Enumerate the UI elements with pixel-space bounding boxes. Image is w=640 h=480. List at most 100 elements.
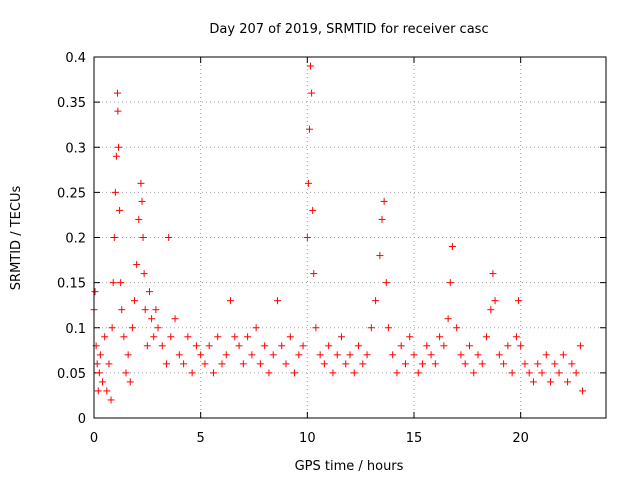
x-tick-label: 10 xyxy=(299,431,316,446)
data-point xyxy=(116,206,124,214)
data-point xyxy=(419,360,427,368)
data-point xyxy=(333,351,341,359)
data-point xyxy=(555,369,563,377)
data-point xyxy=(120,333,128,341)
data-point xyxy=(209,369,217,377)
data-point xyxy=(389,351,397,359)
data-point xyxy=(261,342,269,350)
data-point xyxy=(465,342,473,350)
y-tick-label: 0.15 xyxy=(57,277,86,292)
data-point xyxy=(491,297,499,305)
y-tick-label: 0 xyxy=(78,412,86,427)
data-point xyxy=(500,360,508,368)
data-point xyxy=(214,333,222,341)
y-tick-label: 0.2 xyxy=(65,232,86,247)
y-axis-label: SRMTID / TECUs xyxy=(9,186,24,291)
data-point xyxy=(440,342,448,350)
data-point xyxy=(95,369,103,377)
data-points xyxy=(90,62,587,404)
data-point xyxy=(158,342,166,350)
data-point xyxy=(303,234,311,241)
chart-title: Day 207 of 2019, SRMTID for receiver cas… xyxy=(209,22,488,37)
data-point xyxy=(140,270,148,278)
data-point xyxy=(126,378,134,386)
data-point xyxy=(478,360,486,368)
data-point xyxy=(138,197,146,205)
data-point xyxy=(423,342,431,350)
data-point xyxy=(105,360,113,368)
data-point xyxy=(521,360,529,368)
grid xyxy=(94,57,606,418)
data-point xyxy=(286,333,294,341)
y-tick-label: 0.35 xyxy=(57,96,86,111)
data-point xyxy=(363,351,371,359)
data-point xyxy=(218,360,226,368)
data-point xyxy=(180,360,188,368)
data-point xyxy=(165,234,173,241)
y-tick-label: 0.3 xyxy=(65,141,86,156)
data-point xyxy=(152,306,160,314)
data-point xyxy=(367,324,375,332)
data-point xyxy=(564,378,572,386)
data-point xyxy=(99,378,107,386)
x-tick-label: 15 xyxy=(406,431,423,446)
data-point xyxy=(457,351,465,359)
data-point xyxy=(299,342,307,350)
data-point xyxy=(308,89,316,97)
data-point xyxy=(453,324,461,332)
data-point xyxy=(112,152,120,160)
data-point xyxy=(115,143,123,151)
data-point xyxy=(572,369,580,377)
data-point xyxy=(378,215,386,223)
data-point xyxy=(547,378,555,386)
y-tick-label: 0.05 xyxy=(57,367,86,382)
data-point xyxy=(154,324,162,332)
plot-frame xyxy=(93,56,607,419)
data-point xyxy=(376,252,384,260)
data-point xyxy=(431,360,439,368)
data-point xyxy=(167,333,175,341)
data-point xyxy=(504,342,512,350)
data-point xyxy=(542,351,550,359)
data-point xyxy=(410,351,418,359)
data-point xyxy=(91,288,99,296)
data-point xyxy=(515,297,523,305)
data-point xyxy=(282,360,290,368)
data-point xyxy=(576,342,584,350)
data-point xyxy=(312,324,320,332)
x-tick-label: 20 xyxy=(512,431,529,446)
data-point xyxy=(235,342,243,350)
data-point xyxy=(534,360,542,368)
data-point xyxy=(529,378,537,386)
x-tick-labels: 0 5 10 15 20 xyxy=(90,431,529,446)
data-point xyxy=(406,333,414,341)
data-point xyxy=(401,360,409,368)
data-point xyxy=(393,369,401,377)
data-point xyxy=(239,360,247,368)
data-point xyxy=(359,360,367,368)
data-point xyxy=(325,342,333,350)
data-point xyxy=(163,360,171,368)
data-point xyxy=(273,297,281,305)
data-point xyxy=(342,360,350,368)
data-point xyxy=(128,324,136,332)
y-tick-labels: 0 0.05 0.1 0.15 0.2 0.25 0.3 0.35 0.4 xyxy=(57,51,86,427)
data-point xyxy=(538,369,546,377)
data-point xyxy=(108,324,116,332)
data-point xyxy=(141,306,149,314)
data-point xyxy=(427,351,435,359)
data-point xyxy=(461,360,469,368)
data-point xyxy=(122,369,130,377)
data-point xyxy=(201,360,209,368)
data-point xyxy=(329,369,337,377)
data-point xyxy=(291,369,299,377)
data-point xyxy=(197,351,205,359)
data-point xyxy=(559,351,567,359)
data-point xyxy=(133,261,141,269)
data-point xyxy=(188,369,196,377)
x-axis-label: GPS time / hours xyxy=(295,459,404,474)
data-point xyxy=(137,179,145,187)
x-tick-label: 5 xyxy=(197,431,205,446)
data-point xyxy=(309,206,317,214)
data-point xyxy=(483,333,491,341)
